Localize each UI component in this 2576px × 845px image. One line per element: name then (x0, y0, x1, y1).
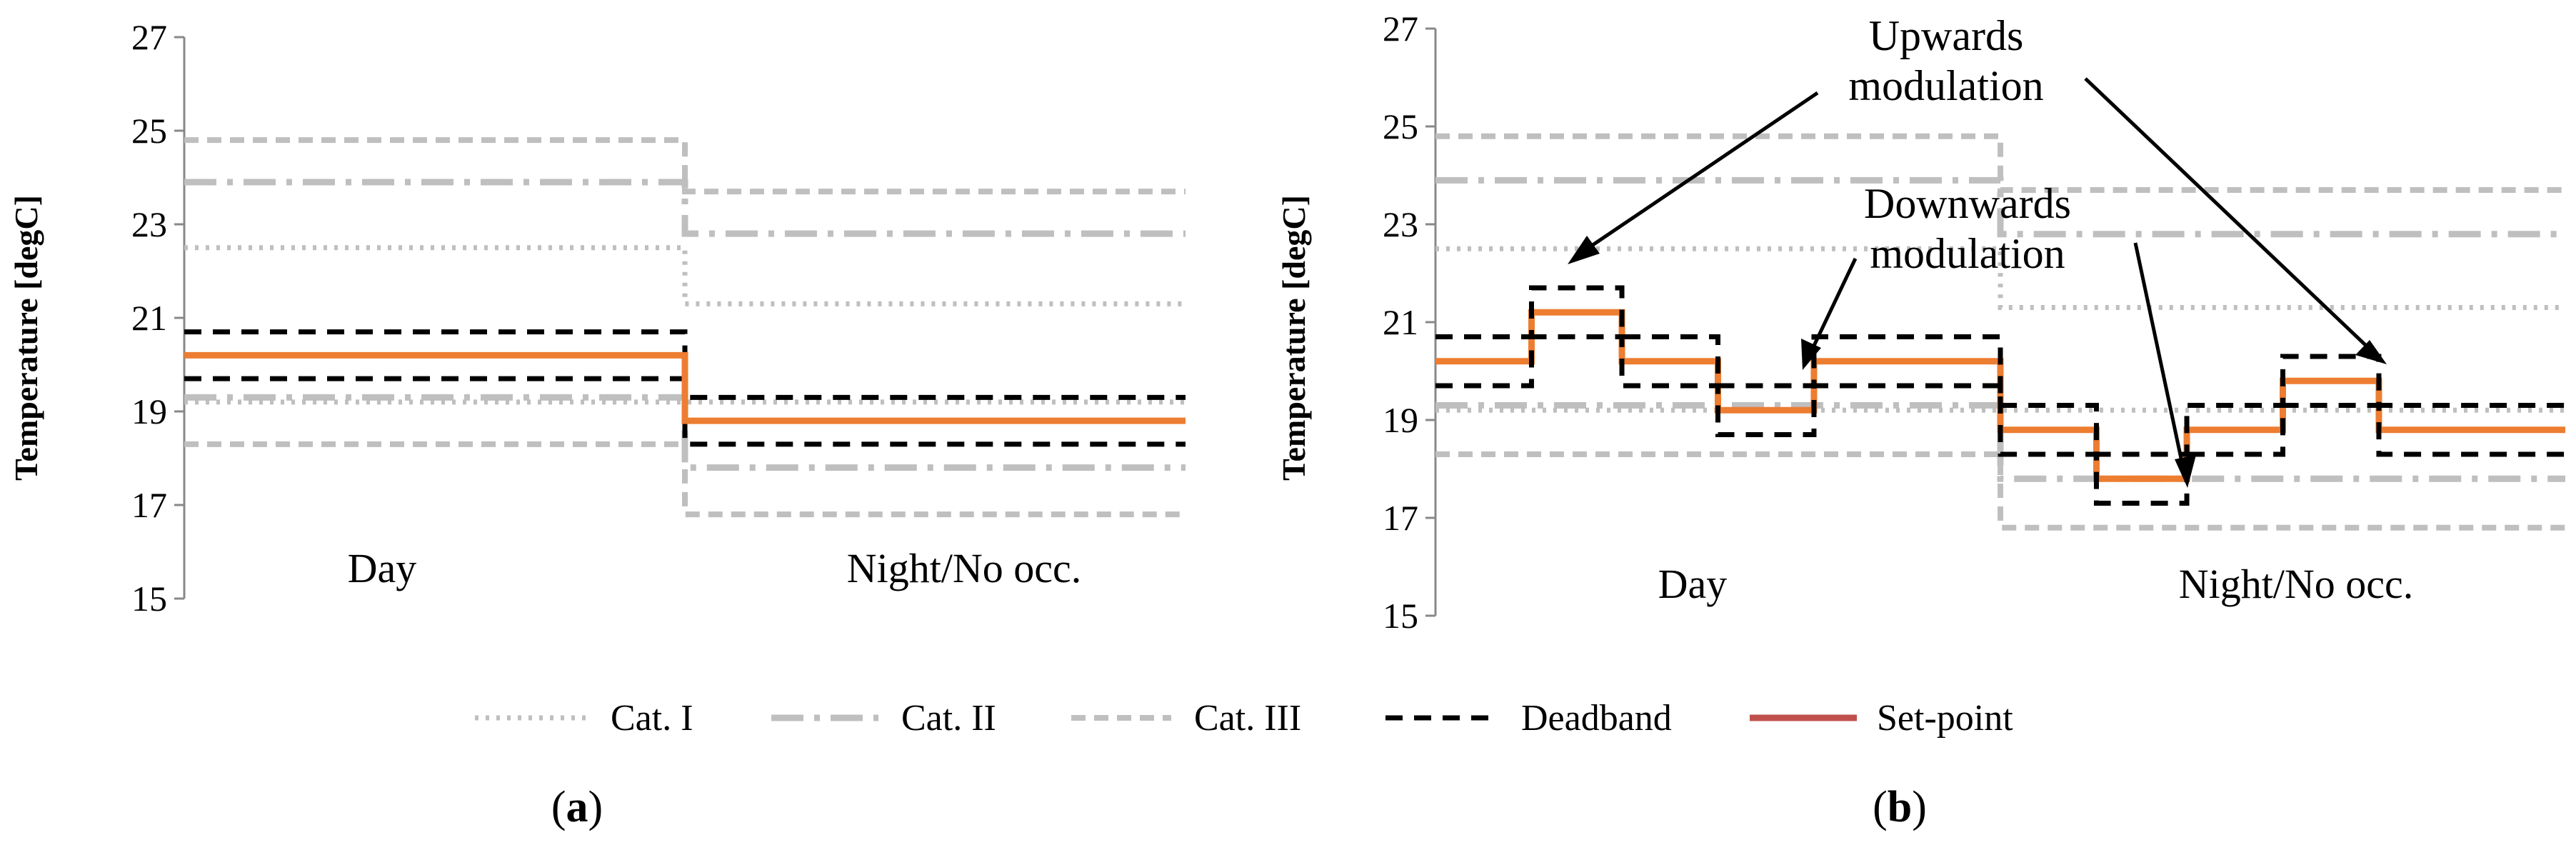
y-tick-label: 15 (1383, 596, 1418, 636)
annotation-arrows (1568, 77, 2387, 488)
series-cat-ii-upper (184, 179, 1186, 237)
legend-label-cat3: Cat. III (1194, 698, 1301, 739)
series-set-point (184, 351, 1186, 424)
y-tick-label: 23 (1383, 204, 1418, 244)
legend-label-cat2: Cat. II (901, 698, 996, 739)
legend-label-cat1: Cat. I (611, 698, 693, 739)
legend-label-deadband: Deadband (1521, 698, 1672, 739)
arrow-upwards-right (2084, 77, 2380, 359)
annotation-upwards-line2: modulation (1848, 62, 2043, 109)
panel-a-ylabel: Temperature [degC] (8, 195, 44, 481)
arrow-downwards-right-head (2175, 455, 2196, 488)
panel-label-a-close: ) (588, 783, 603, 831)
series-cat-iii-upper (1435, 133, 2565, 194)
series-cat-iii-lower (184, 441, 1186, 518)
series-cat-ii-upper (1435, 176, 2565, 238)
panel-a-region-day: Day (348, 545, 417, 591)
y-tick-label: 25 (1383, 106, 1418, 146)
y-tick-label: 15 (131, 579, 167, 619)
panel-label-b-close: ) (1912, 783, 1927, 831)
panel-b-ylabel: Temperature [degC] (1276, 195, 1312, 481)
y-tick-label: 27 (131, 17, 167, 57)
arrow-upwards-left (1573, 91, 1819, 259)
panel-label-a: (a) (551, 783, 603, 831)
annotation-upwards-line1: Upwards (1869, 12, 2024, 59)
panel-b-region-day: Day (1658, 561, 1728, 607)
panel-a-chart: 27 25 23 21 19 17 15 (131, 17, 1186, 619)
arrow-upwards-right-head (2355, 340, 2387, 364)
y-tick-label: 21 (131, 298, 167, 338)
panel-a-region-night: Night/No occ. (847, 545, 1082, 591)
y-tick-label: 25 (131, 111, 167, 151)
arrow-downwards-left-head (1801, 339, 1821, 370)
arrow-upwards-left-head (1568, 236, 1600, 264)
panel-label-b: (b) (1873, 783, 1927, 831)
arrow-downwards-left (1805, 257, 1858, 362)
y-tick-label: 19 (131, 391, 167, 431)
legend-label-setpoint: Set-point (1877, 698, 2013, 739)
series-deadband-lower (184, 376, 1186, 447)
series-deadband-upper (184, 329, 1186, 400)
annotation-downwards-line2: modulation (1870, 230, 2065, 277)
series-deadband-lower (1435, 334, 2565, 506)
panel-label-b-letter: b (1888, 783, 1912, 831)
annotation-downwards-line1: Downwards (1864, 180, 2071, 227)
panel-b-chart: 27 25 23 21 19 17 15 (1383, 9, 2565, 636)
panel-label-b-open: ( (1873, 783, 1888, 831)
series-cat-iii-upper (184, 137, 1186, 195)
series-deadband-upper (1435, 285, 2565, 457)
series-cat-iii-lower (1435, 451, 2565, 531)
legend: Cat. I Cat. II Cat. III Deadband Set-poi… (475, 698, 2013, 739)
y-tick-label: 19 (1383, 400, 1418, 440)
y-tick-label: 27 (1383, 9, 1418, 49)
y-tick-label: 21 (1383, 302, 1418, 342)
panel-label-a-letter: a (566, 783, 588, 831)
y-tick-label: 23 (131, 204, 167, 244)
y-tick-label: 17 (1383, 498, 1418, 538)
panel-label-a-open: ( (551, 783, 566, 831)
arrow-downwards-right (2133, 242, 2187, 479)
y-tick-label: 17 (131, 485, 167, 525)
panel-b-region-night: Night/No occ. (2179, 561, 2414, 607)
series-cat-i-upper (184, 245, 1186, 306)
